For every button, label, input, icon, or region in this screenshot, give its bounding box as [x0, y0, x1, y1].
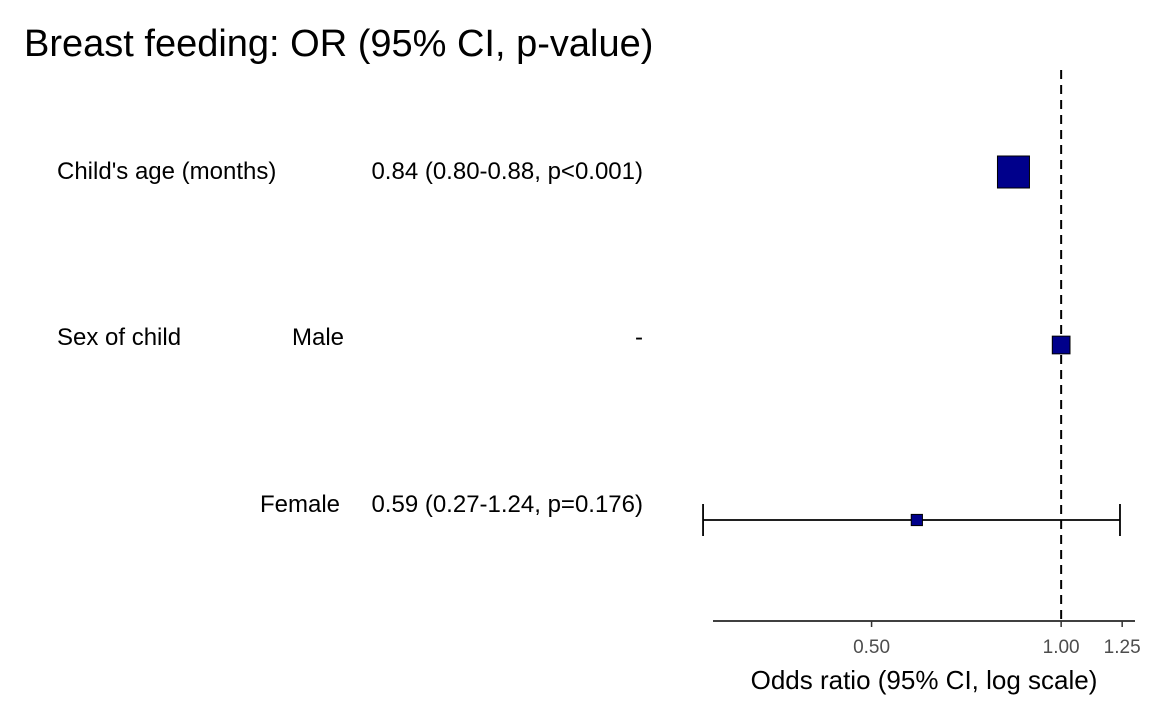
x-tick-label-3: 1.25 — [1103, 637, 1141, 658]
row-2-variable: Sex of child — [57, 324, 182, 351]
point-row-1 — [996, 155, 1030, 189]
x-tick-label-2: 1.00 — [1042, 637, 1080, 658]
point-row-2 — [1051, 335, 1071, 355]
row-3-or-text: 0.59 (0.27-1.24, p=0.176) — [371, 491, 643, 518]
chart-title: Breast feeding: OR (95% CI, p-value) — [24, 23, 654, 65]
row-1-variable: Child's age (months) — [57, 158, 277, 185]
row-3-level: Female — [260, 491, 341, 518]
x-axis-label: Odds ratio (95% CI, log scale) — [750, 665, 1098, 695]
point-row-3 — [910, 513, 923, 527]
x-tick-label-1: 0.50 — [853, 637, 891, 658]
row-1-or-text: 0.84 (0.80-0.88, p<0.001) — [371, 158, 643, 185]
row-2-or-text: - — [635, 324, 643, 351]
row-2-level: Male — [292, 324, 345, 351]
